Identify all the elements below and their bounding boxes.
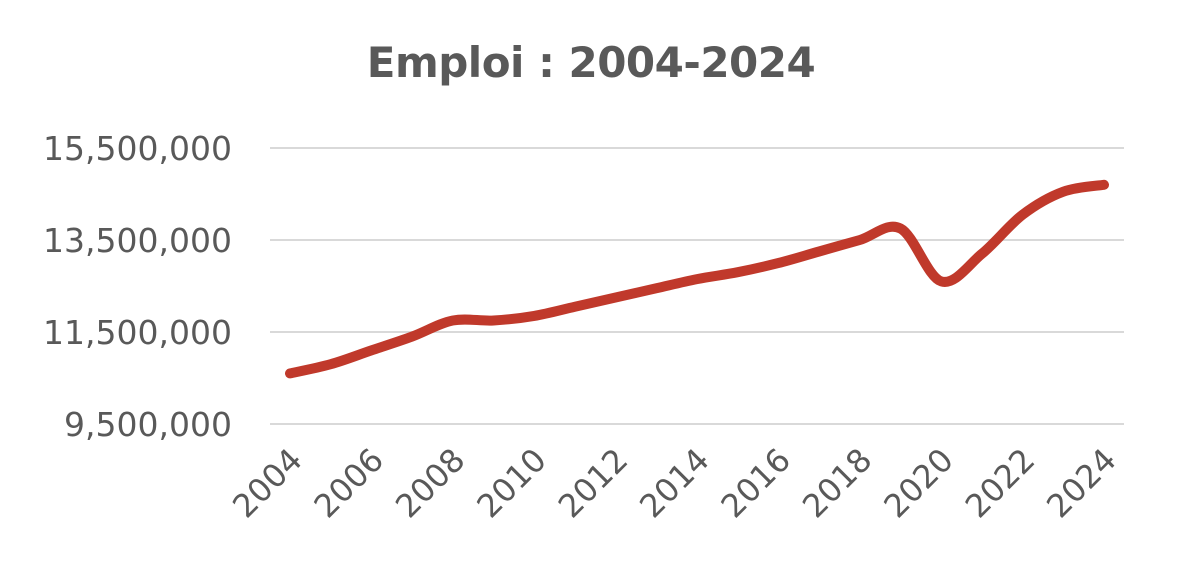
x-tick-label: 2022 (958, 441, 1042, 525)
y-tick-label: 11,500,000 (43, 313, 232, 352)
y-tick-label: 15,500,000 (43, 129, 232, 168)
y-axis-tick-labels: 9,500,000 11,500,000 13,500,000 15,500,000 (43, 129, 232, 444)
series-line (285, 179, 1109, 379)
y-tick-label: 9,500,000 (64, 405, 232, 444)
x-tick-label: 2004 (225, 441, 309, 525)
x-tick-label: 2008 (388, 441, 472, 525)
gridlines (270, 147, 1124, 425)
chart-title: Emploi : 2004-2024 (366, 38, 816, 87)
x-tick-label: 2018 (795, 441, 879, 525)
x-tick-label: 2014 (632, 441, 716, 525)
y-tick-label: 13,500,000 (43, 221, 232, 260)
x-tick-label: 2016 (714, 441, 798, 525)
x-tick-label: 2020 (876, 441, 960, 525)
x-tick-label: 2006 (307, 441, 391, 525)
x-axis-tick-labels: 2004200620082010201220142016201820202022… (225, 441, 1123, 525)
x-tick-label: 2024 (1039, 441, 1123, 525)
series-layer (285, 179, 1109, 379)
x-tick-label: 2012 (551, 441, 635, 525)
x-tick-label: 2010 (469, 441, 553, 525)
